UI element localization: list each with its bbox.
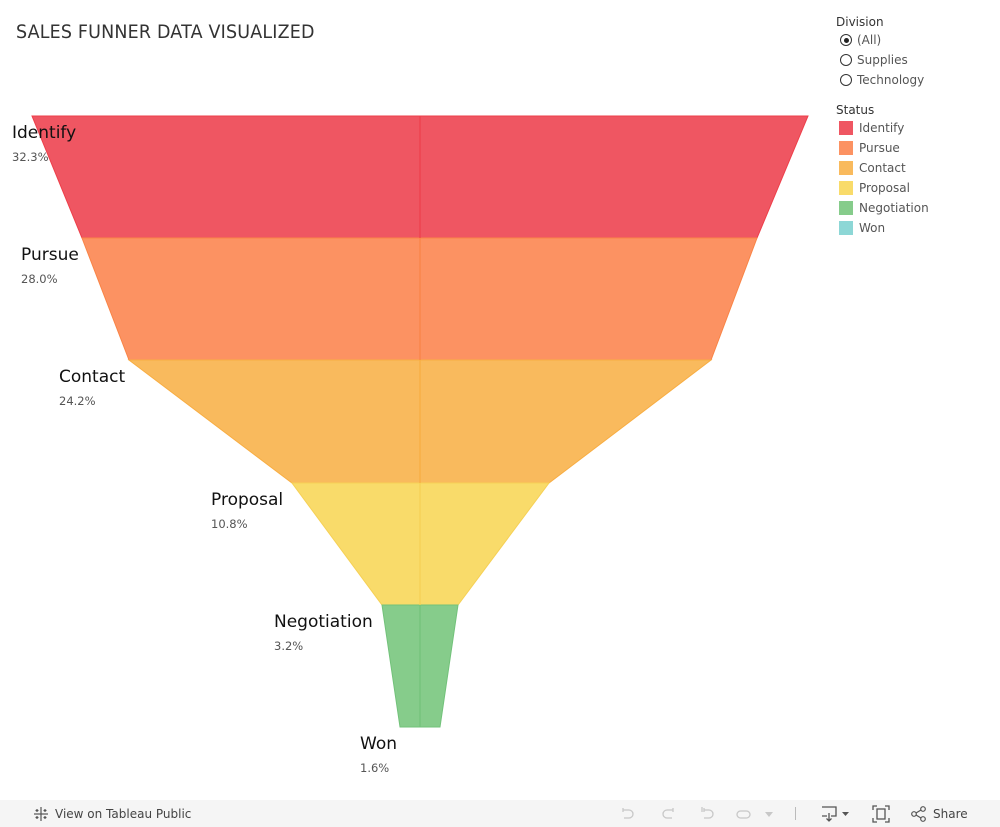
redo-icon[interactable]	[659, 805, 677, 823]
stage-pct-contact: 24.2%	[59, 394, 96, 408]
toolbar-divider	[795, 807, 796, 820]
funnel-chart	[31, 115, 809, 728]
division-option-label: (All)	[857, 33, 882, 47]
radio-unselected-icon[interactable]	[840, 54, 852, 66]
dropdown-arrow-icon[interactable]	[763, 805, 775, 823]
legend-item-pursue[interactable]: Pursue	[836, 138, 996, 158]
stage-label-pursue: Pursue	[21, 245, 79, 265]
tableau-toolbar: View on Tableau Public Share	[0, 800, 1000, 827]
stage-pct-won: 1.6%	[360, 761, 390, 775]
stage-label-negotiation: Negotiation	[274, 612, 373, 632]
status-legend: Status Identify Pursue Contact Proposal …	[836, 102, 996, 238]
stage-label-proposal: Proposal	[211, 490, 284, 510]
legend-swatch-identify	[839, 121, 853, 135]
stage-pct-pursue: 28.0%	[21, 272, 58, 286]
legend-item-contact[interactable]: Contact	[836, 158, 996, 178]
view-on-tableau-label: View on Tableau Public	[55, 807, 192, 821]
division-option-label: Supplies	[857, 53, 908, 67]
legend-item-identify[interactable]: Identify	[836, 118, 996, 138]
legend-label: Negotiation	[859, 201, 929, 215]
radio-selected-icon[interactable]	[840, 34, 852, 46]
division-filter: Division (All) Supplies Technology	[836, 14, 996, 90]
view-on-tableau-link[interactable]: View on Tableau Public	[33, 806, 191, 822]
side-panel: Division (All) Supplies Technology Statu…	[836, 14, 996, 238]
legend-label: Pursue	[859, 141, 900, 155]
radio-unselected-icon[interactable]	[840, 74, 852, 86]
fullscreen-icon[interactable]	[872, 805, 890, 823]
legend-item-negotiation[interactable]: Negotiation	[836, 198, 996, 218]
stage-label-won: Won	[360, 734, 397, 754]
revert-icon[interactable]	[699, 805, 717, 823]
legend-swatch-contact	[839, 161, 853, 175]
dashboard-title: SALES FUNNER DATA VISUALIZED	[16, 21, 315, 43]
refresh-icon[interactable]	[735, 805, 753, 823]
division-option-supplies[interactable]: Supplies	[836, 50, 996, 70]
legend-label: Contact	[859, 161, 906, 175]
stage-pct-proposal: 10.8%	[211, 517, 248, 531]
stage-pct-identify: 32.3%	[12, 150, 49, 164]
division-option-technology[interactable]: Technology	[836, 70, 996, 90]
share-button[interactable]: Share	[910, 805, 968, 823]
status-legend-title: Status	[836, 103, 875, 117]
stage-label-contact: Contact	[59, 367, 126, 387]
download-icon[interactable]	[820, 805, 852, 823]
legend-label: Proposal	[859, 181, 910, 195]
legend-swatch-negotiation	[839, 201, 853, 215]
stage-label-identify: Identify	[12, 123, 77, 143]
legend-label: Identify	[859, 121, 905, 135]
share-icon	[911, 806, 926, 822]
legend-swatch-pursue	[839, 141, 853, 155]
division-filter-title: Division	[836, 15, 884, 29]
legend-swatch-won	[839, 221, 853, 235]
tableau-logo-icon	[34, 807, 48, 821]
legend-item-won[interactable]: Won	[836, 218, 996, 238]
stage-pct-negotiation: 3.2%	[274, 639, 304, 653]
undo-icon[interactable]	[619, 805, 637, 823]
division-option-all[interactable]: (All)	[836, 30, 996, 50]
legend-label: Won	[859, 221, 886, 235]
division-option-label: Technology	[857, 73, 925, 87]
legend-item-proposal[interactable]: Proposal	[836, 178, 996, 198]
legend-swatch-proposal	[839, 181, 853, 195]
share-label: Share	[933, 807, 968, 821]
